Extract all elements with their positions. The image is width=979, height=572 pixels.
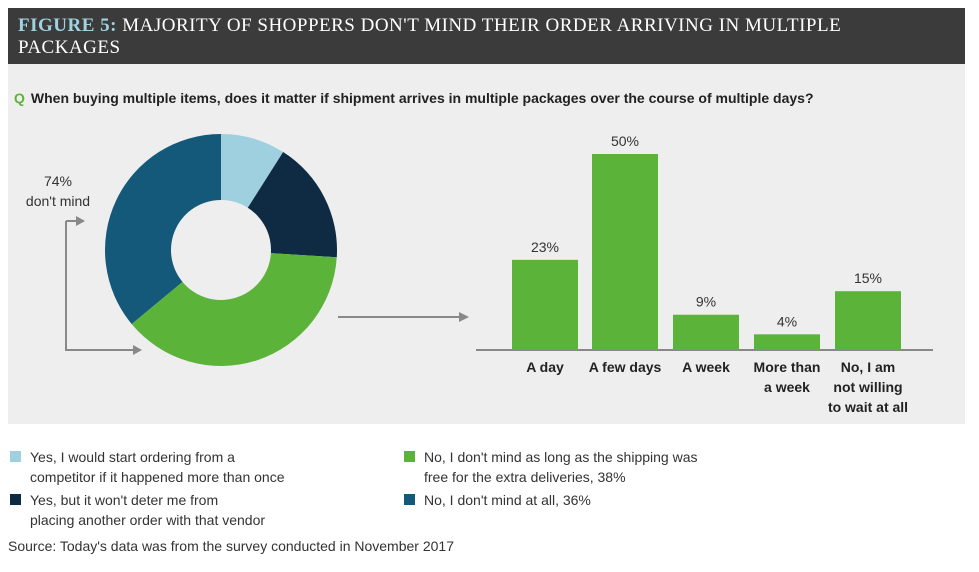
bar-value-label: 15% <box>854 270 882 286</box>
bar-value-label: 23% <box>531 239 559 255</box>
source-note: Source: Today's data was from the survey… <box>8 538 454 554</box>
connector-arrowhead <box>459 312 469 322</box>
bracket-line <box>65 221 135 351</box>
figure-title: FIGURE 5: MAJORITY OF SHOPPERS DON'T MIN… <box>18 15 948 59</box>
donut-annotation-line: 74% <box>44 173 72 189</box>
bar-category-label: No, I am <box>841 359 895 375</box>
legend-label-line: Yes, but it won't deter me from <box>30 492 219 508</box>
donut-slice-1 <box>221 134 284 208</box>
bar-value-label: 4% <box>777 313 797 329</box>
legend-label-line: Yes, I would start ordering from a <box>30 449 235 465</box>
legend-label: Yes, I would start ordering from a compet… <box>30 447 285 487</box>
bar-value-label: 50% <box>611 133 639 149</box>
bar-category-label: a week <box>764 379 810 395</box>
bar-category-label: to wait at all <box>828 399 908 415</box>
bar-3 <box>673 314 739 350</box>
figure-header: FIGURE 5: MAJORITY OF SHOPPERS DON'T MIN… <box>8 8 965 64</box>
figure-title-text: MAJORITY OF SHOPPERS DON'T MIND THEIR OR… <box>18 15 842 58</box>
legend-label-line: No, I don't mind as long as the shipping… <box>424 449 698 465</box>
question-marker: Q <box>14 90 25 106</box>
survey-question: Q When buying multiple items, does it mat… <box>14 90 814 106</box>
legend-label-line: placing another order with that vendor <box>30 512 266 528</box>
donut-slice-2 <box>247 152 337 258</box>
bar-category-label: A week <box>682 359 730 375</box>
legend-label-line: competitor if it happened more than once <box>30 469 285 485</box>
bar-category-label: not willing <box>833 379 902 395</box>
bar-category-label: More than <box>754 359 821 375</box>
donut-slice-3 <box>131 253 337 366</box>
bar-2 <box>592 154 658 350</box>
bar-value-label: 9% <box>696 294 716 310</box>
figure-label: FIGURE 5: <box>18 15 117 36</box>
legend-swatch <box>404 451 415 462</box>
donut-slice-4 <box>104 134 221 324</box>
bracket-bottom-arrowhead <box>133 345 142 355</box>
legend-swatch <box>10 494 21 505</box>
legend-label-line: free for the extra deliveries, 38% <box>424 469 626 485</box>
legend-swatch <box>10 451 21 462</box>
legend-swatch <box>404 494 415 505</box>
question-text: When buying multiple items, does it matt… <box>30 90 814 106</box>
bar-category-label: A day <box>526 359 564 375</box>
legend-label: Yes, but it won't deter me from placing a… <box>30 490 265 530</box>
legend-label-line: No, I don't mind at all, 36% <box>424 492 591 508</box>
donut-annotation-line: don't mind <box>26 193 90 209</box>
bracket-top-arrowhead <box>76 216 85 226</box>
bar-1 <box>512 259 578 350</box>
legend-label: No, I don't mind as long as the shipping… <box>424 447 698 487</box>
bar-category-label: A few days <box>589 359 662 375</box>
bar-5 <box>835 291 901 350</box>
bar-4 <box>754 334 820 350</box>
legend-label: No, I don't mind at all, 36% <box>424 490 591 510</box>
